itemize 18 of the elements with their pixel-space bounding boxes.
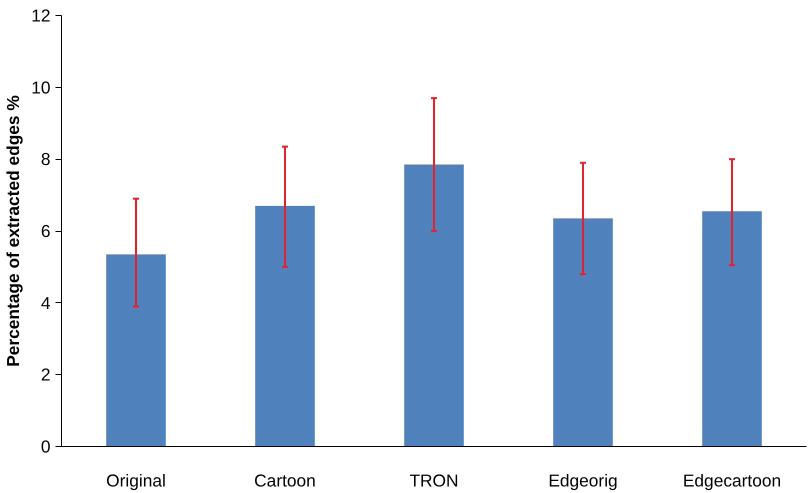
y-tick-label: 8 xyxy=(40,149,51,170)
y-tick-label: 12 xyxy=(31,6,51,26)
bar xyxy=(255,206,315,446)
bar xyxy=(404,164,464,446)
bar xyxy=(702,211,762,446)
y-axis-title: Percentage of extracted edges % xyxy=(3,95,24,367)
y-tick-label: 0 xyxy=(40,436,51,456)
bar xyxy=(106,254,166,446)
y-tick-label: 6 xyxy=(40,221,51,241)
y-tick-label: 4 xyxy=(40,292,51,313)
x-tick-label: Original xyxy=(106,470,166,490)
x-tick-label: Edgecartoon xyxy=(682,470,782,490)
y-tick-label: 10 xyxy=(31,77,51,98)
bar xyxy=(553,218,613,446)
x-tick-label: TRON xyxy=(409,470,459,490)
x-tick-label: Edgeorig xyxy=(548,470,618,490)
x-tick-label: Cartoon xyxy=(254,470,316,490)
y-tick-label: 2 xyxy=(40,364,51,385)
